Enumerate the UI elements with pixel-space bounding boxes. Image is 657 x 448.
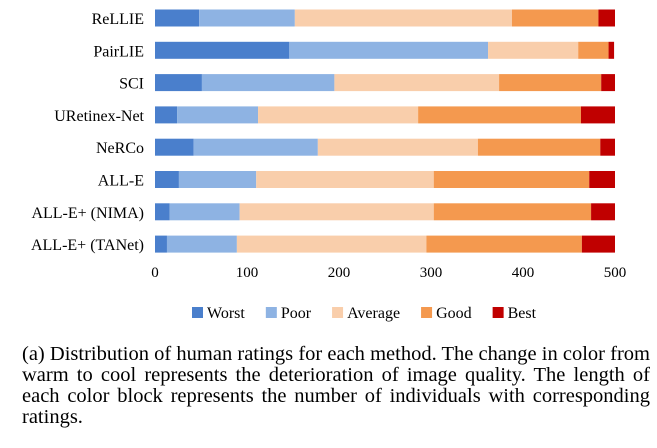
legend-swatch-average (332, 307, 344, 318)
bar-segment-good-6 (433, 203, 592, 221)
legend-swatch-good (421, 307, 433, 318)
category-label-6: ALL-E+ (NIMA) (31, 205, 144, 222)
x-tick-label-2: 200 (328, 265, 351, 281)
category-labels: ReLLIE PairLIE SCI URetinex-Net NeRCo ALL-E AL… (31, 11, 145, 254)
x-tick-label-0: 0 (151, 265, 159, 281)
bar-segment-average-2 (334, 74, 500, 92)
legend-label-worst: Worst (207, 305, 245, 322)
bar-segment-poor-1 (289, 41, 489, 59)
bar-segment-good-1 (578, 41, 609, 59)
bar-segment-worst-6 (155, 203, 170, 221)
bar-segment-best-2 (601, 74, 615, 92)
x-tick-label-5: 500 (604, 265, 627, 281)
bars-group (155, 9, 615, 253)
category-label-5: ALL-E (98, 173, 144, 190)
bar-segment-average-5 (256, 171, 434, 188)
bar-segment-worst-3 (155, 106, 178, 124)
bar-segment-worst-1 (155, 41, 290, 59)
bar-segment-best-3 (580, 106, 615, 124)
bar-segment-average-0 (294, 9, 512, 27)
category-label-2: SCI (119, 76, 144, 93)
x-axis-tick-labels: 0 100 200 300 400 500 (151, 265, 626, 281)
bar-segment-poor-0 (199, 9, 295, 27)
bar-segment-best-6 (591, 203, 615, 221)
legend-label-average: Average (347, 305, 400, 322)
stacked-bar-chart: ReLLIE PairLIE SCI URetinex-Net NeRCo ALL-E AL… (31, 9, 626, 322)
legend-swatch-poor (265, 307, 277, 318)
bar-segment-average-1 (488, 41, 579, 59)
bar-segment-poor-3 (177, 106, 259, 124)
x-tick-label-1: 100 (236, 265, 259, 281)
bar-segment-best-5 (589, 171, 615, 188)
bar-segment-average-7 (236, 235, 427, 253)
category-label-1: PairLIE (93, 43, 144, 60)
legend-label-best: Best (508, 305, 537, 322)
category-label-7: ALL-E+ (TANet) (31, 237, 144, 254)
legend: Worst Poor Average Good Best (192, 305, 537, 322)
bar-segment-poor-4 (193, 138, 318, 156)
bar-segment-poor-7 (166, 235, 237, 253)
category-label-0: ReLLIE (92, 11, 144, 28)
bar-segment-poor-6 (169, 203, 240, 221)
category-label-4: NeRCo (96, 140, 144, 157)
bar-segment-good-4 (477, 138, 601, 156)
bar-segment-good-2 (499, 74, 602, 92)
bar-segment-good-7 (426, 235, 582, 253)
bar-segment-worst-5 (155, 171, 179, 188)
bar-segment-average-6 (239, 203, 434, 221)
bar-segment-worst-0 (155, 9, 200, 27)
legend-label-poor: Poor (281, 305, 312, 322)
bar-segment-worst-4 (155, 138, 194, 156)
bar-segment-best-4 (600, 138, 615, 156)
bar-segment-poor-5 (178, 171, 257, 188)
bar-segment-worst-2 (155, 74, 202, 92)
bar-segment-worst-7 (155, 235, 167, 253)
bar-segment-best-0 (598, 9, 615, 27)
bar-segment-best-1 (608, 41, 615, 59)
bar-segment-average-4 (317, 138, 478, 156)
bar-segment-good-3 (418, 106, 581, 124)
x-tick-label-4: 400 (512, 265, 535, 281)
legend-label-good: Good (436, 305, 472, 322)
bar-segment-good-0 (511, 9, 599, 27)
bar-segment-average-3 (258, 106, 419, 124)
figure-caption: (a) Distribution of human ratings for ea… (22, 343, 650, 428)
bar-segment-good-5 (433, 171, 590, 188)
category-label-3: URetinex-Net (54, 108, 144, 125)
legend-swatch-best (492, 307, 504, 318)
x-tick-label-3: 300 (420, 265, 443, 281)
bar-segment-best-7 (581, 235, 615, 253)
legend-swatch-worst (192, 307, 203, 318)
bar-segment-poor-2 (201, 74, 335, 92)
